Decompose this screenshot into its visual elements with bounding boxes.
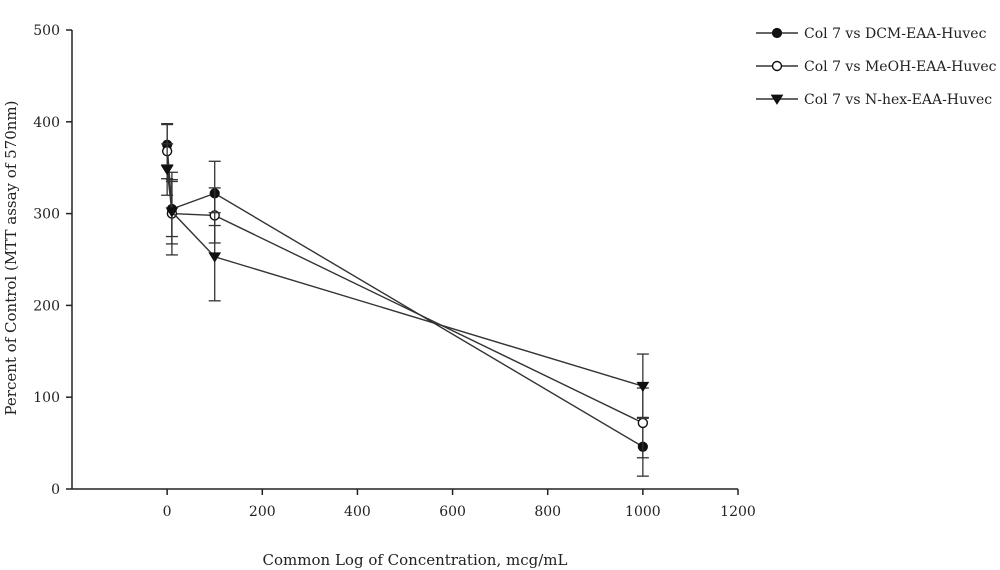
series-layer [160, 122, 650, 477]
series-line [166, 144, 644, 448]
x-tick-label: 200 [249, 504, 276, 520]
y-tick-label: 200 [33, 298, 60, 314]
legend-marker [771, 60, 783, 72]
legend-label: Col 7 vs MeOH-EAA-Huvec [804, 59, 997, 75]
legend: Col 7 vs DCM-EAA-Huvec Col 7 vs MeOH-EAA-… [756, 26, 997, 108]
legend-entry: Col 7 vs MeOH-EAA-Huvec [756, 59, 997, 75]
series-1 [161, 123, 649, 477]
x-tick-label: 800 [534, 504, 561, 520]
x-tick-label: 600 [439, 504, 466, 520]
y-tick-label: 0 [51, 482, 60, 498]
y-axis-title: Percent of Control (MTT assay of 570nm) [2, 100, 20, 415]
series-line [166, 151, 644, 424]
x-tick-label: 1000 [625, 504, 661, 520]
data-point [636, 381, 650, 393]
legend-label: Col 7 vs N-hex-EAA-Huvec [804, 92, 992, 108]
legend-marker [771, 27, 783, 39]
data-point [165, 207, 179, 218]
data-point [160, 165, 174, 176]
y-tick-label: 100 [33, 390, 60, 406]
x-tick-label: 400 [344, 504, 371, 520]
legend-marker [770, 94, 784, 105]
x-tick-label: 1200 [720, 504, 756, 520]
data-point [637, 417, 649, 429]
series-3 [160, 143, 650, 419]
y-tick-label: 300 [33, 207, 60, 223]
legend-entry: Col 7 vs DCM-EAA-Huvec [756, 26, 987, 42]
x-tick-label: 0 [163, 504, 172, 520]
series-line [166, 169, 644, 387]
y-tick-label: 400 [33, 115, 60, 131]
legend-label: Col 7 vs DCM-EAA-Huvec [804, 26, 987, 42]
axes: 0 200 400 600 800 1000 1200 0 100 200 300 400 500 [33, 23, 756, 520]
legend-entry: Col 7 vs N-hex-EAA-Huvec [756, 92, 992, 108]
y-tick-label: 500 [33, 23, 60, 39]
x-axis-title: Common Log of Concentration, mcg/mL [263, 551, 568, 569]
data-point [208, 252, 222, 263]
